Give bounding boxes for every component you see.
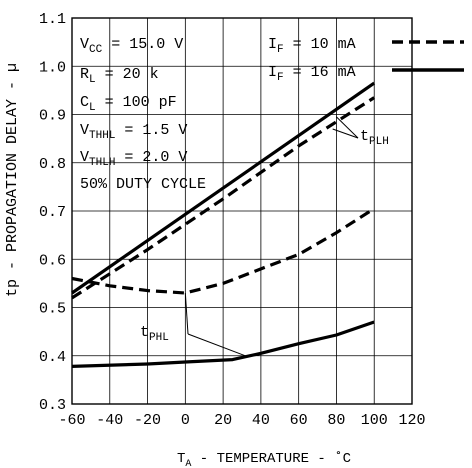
x-tick-label: 100 <box>361 412 388 429</box>
condition-4: VTHHL = 1.5 V <box>80 122 187 142</box>
legend-label-2: IF = 16 mA <box>268 64 356 84</box>
grid <box>72 18 412 404</box>
x-tick-label: -20 <box>134 412 161 429</box>
y-tick-label: 1.1 <box>39 11 66 28</box>
conditions-block: VCC = 15.0 V RL = 20 k CL = 100 pF VTHHL = … <box>80 36 206 193</box>
x-tick-label: 40 <box>252 412 270 429</box>
legend-label-1: IF = 10 mA <box>268 36 356 56</box>
y-tick-label: 0.7 <box>39 204 66 221</box>
leader-tphl-1 <box>184 292 189 335</box>
x-tick-label: 0 <box>181 412 190 429</box>
y-tick-label: 0.5 <box>39 301 66 318</box>
x-tick-label: -40 <box>96 412 123 429</box>
y-tick-label: 0.6 <box>39 252 66 269</box>
series-line-tplh-dashed <box>71 96 376 300</box>
leader-tphl-2 <box>187 333 248 358</box>
legend: IF = 10 mA IF = 16 mA <box>268 36 464 84</box>
x-tick-label: -60 <box>58 412 85 429</box>
y-axis-label: tp - PROPAGATION DELAY - µ <box>4 63 21 297</box>
y-tick-label: 0.3 <box>39 397 66 414</box>
plot-frame <box>71 17 413 405</box>
tick-labels: -60 -40 -20 0 20 40 60 80 100 120 0.3 0.4 0.5 0.6 0.7 0… <box>39 11 426 429</box>
x-tick-label: 120 <box>398 412 425 429</box>
y-tick-label: 0.8 <box>39 156 66 173</box>
condition-6: 50% DUTY CYCLE <box>80 176 206 193</box>
x-tick-label: 60 <box>290 412 308 429</box>
condition-1: VCC = 15.0 V <box>80 36 183 56</box>
x-tick-label: 20 <box>214 412 232 429</box>
annotations: tPLH tPHL <box>140 128 389 344</box>
x-axis-label: TA - TEMPERATURE - ˚C <box>177 451 351 468</box>
condition-3: CL = 100 pF <box>80 94 177 114</box>
annotation-tphl: tPHL <box>140 324 169 344</box>
condition-2: RL = 20 k <box>80 66 159 86</box>
y-tick-label: 1.0 <box>39 59 66 76</box>
series-line-tplh-solid <box>71 81 376 295</box>
y-tick-label: 0.9 <box>39 108 66 125</box>
leader-tplh-2 <box>336 116 359 139</box>
series-line-tphl-dashed <box>71 207 376 295</box>
annotation-leaders <box>184 116 359 358</box>
condition-5: VTHLH = 2.0 V <box>80 149 187 169</box>
y-tick-label: 0.4 <box>39 349 66 366</box>
leader-tplh-1 <box>332 128 359 139</box>
x-tick-label: 80 <box>327 412 345 429</box>
annotation-tplh: tPLH <box>360 128 389 148</box>
